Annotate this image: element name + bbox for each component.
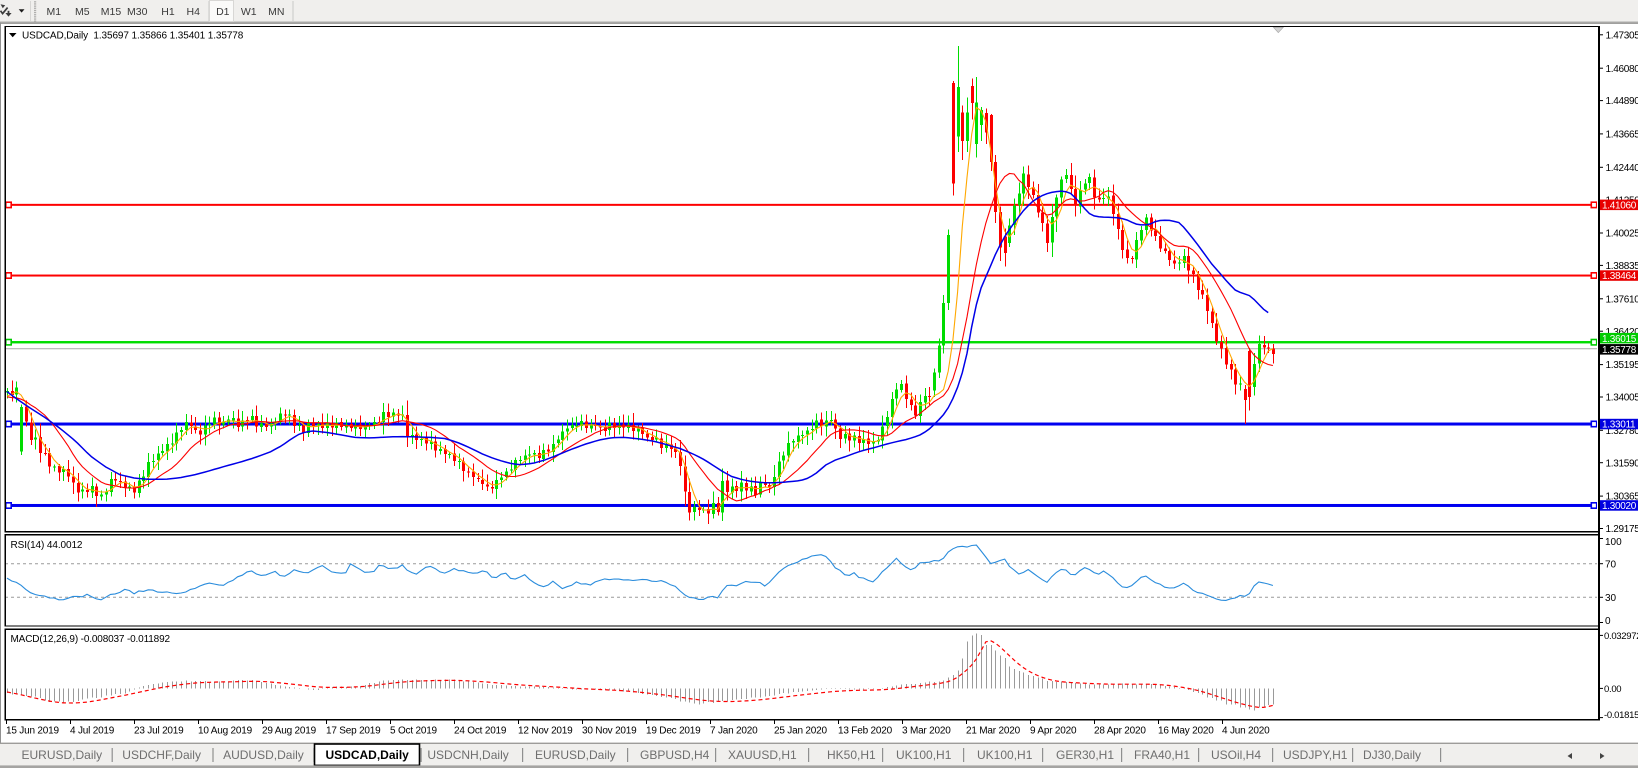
svg-text:M5: M5 xyxy=(75,6,90,18)
svg-text:1.46080: 1.46080 xyxy=(1606,64,1638,75)
svg-text:1.35195: 1.35195 xyxy=(1606,360,1638,371)
svg-text:30: 30 xyxy=(1605,593,1617,604)
svg-text:7 Jan 2020: 7 Jan 2020 xyxy=(710,725,758,736)
svg-text:1.47305: 1.47305 xyxy=(1606,30,1638,41)
svg-text:1.31590: 1.31590 xyxy=(1606,458,1638,469)
svg-text:1.43665: 1.43665 xyxy=(1606,130,1638,141)
svg-text:M30: M30 xyxy=(127,6,148,18)
svg-text:1.37610: 1.37610 xyxy=(1606,294,1638,305)
svg-text:4 Jun 2020: 4 Jun 2020 xyxy=(1222,725,1270,736)
svg-text:-0.01815: -0.01815 xyxy=(1604,710,1638,721)
svg-text:29 Aug 2019: 29 Aug 2019 xyxy=(262,725,317,736)
svg-text:25 Jan 2020: 25 Jan 2020 xyxy=(774,725,827,736)
svg-text:UK100,H1: UK100,H1 xyxy=(896,748,952,762)
svg-text:23 Jul 2019: 23 Jul 2019 xyxy=(134,725,184,736)
svg-text:D1: D1 xyxy=(216,6,230,18)
svg-text:GBPUSD,H4: GBPUSD,H4 xyxy=(640,748,710,762)
svg-text:DJ30,Daily: DJ30,Daily xyxy=(1363,748,1421,762)
svg-text:XAUUSD,H1: XAUUSD,H1 xyxy=(728,748,797,762)
svg-text:MN: MN xyxy=(268,6,284,18)
svg-text:1.38464: 1.38464 xyxy=(1602,271,1637,282)
svg-text:RSI(14) 44.0012: RSI(14) 44.0012 xyxy=(11,540,83,551)
svg-text:FRA40,H1: FRA40,H1 xyxy=(1134,748,1190,762)
svg-text:0: 0 xyxy=(1605,616,1611,627)
svg-text:1.40025: 1.40025 xyxy=(1606,229,1638,240)
svg-text:HK50,H1: HK50,H1 xyxy=(827,748,876,762)
svg-text:13 Feb 2020: 13 Feb 2020 xyxy=(838,725,893,736)
svg-text:GER30,H1: GER30,H1 xyxy=(1056,748,1114,762)
svg-text:UK100,H1: UK100,H1 xyxy=(977,748,1033,762)
svg-text:100: 100 xyxy=(1605,537,1622,548)
svg-text:MACD(12,26,9) -0.008037 -0.011: MACD(12,26,9) -0.008037 -0.011892 xyxy=(11,634,171,645)
svg-text:USOil,H4: USOil,H4 xyxy=(1211,748,1261,762)
svg-text:W1: W1 xyxy=(241,6,257,18)
svg-text:9 Apr 2020: 9 Apr 2020 xyxy=(1030,725,1077,736)
svg-text:17 Sep 2019: 17 Sep 2019 xyxy=(326,725,381,736)
svg-text:1.34005: 1.34005 xyxy=(1606,393,1638,404)
svg-text:H4: H4 xyxy=(187,6,201,18)
svg-text:USDCNH,Daily: USDCNH,Daily xyxy=(427,748,508,762)
svg-text:24 Oct 2019: 24 Oct 2019 xyxy=(454,725,507,736)
svg-text:10 Aug 2019: 10 Aug 2019 xyxy=(198,725,253,736)
svg-text:1.29175: 1.29175 xyxy=(1606,524,1638,535)
svg-text:1.41060: 1.41060 xyxy=(1602,201,1637,212)
svg-text:USDCHF,Daily: USDCHF,Daily xyxy=(122,748,201,762)
svg-text:15 Jun 2019: 15 Jun 2019 xyxy=(6,725,59,736)
svg-text:19 Dec 2019: 19 Dec 2019 xyxy=(646,725,701,736)
svg-text:1.30020: 1.30020 xyxy=(1602,501,1637,512)
svg-text:16 May 2020: 16 May 2020 xyxy=(1158,725,1214,736)
svg-text:70: 70 xyxy=(1605,559,1617,570)
svg-text:30 Nov 2019: 30 Nov 2019 xyxy=(582,725,637,736)
svg-text:EURUSD,Daily: EURUSD,Daily xyxy=(535,748,616,762)
svg-text:H1: H1 xyxy=(161,6,175,18)
svg-text:0.00: 0.00 xyxy=(1604,684,1621,695)
svg-text:1.36015: 1.36015 xyxy=(1602,334,1637,345)
svg-text:1.33011: 1.33011 xyxy=(1602,420,1636,431)
svg-text:USDJPY,H1: USDJPY,H1 xyxy=(1283,748,1348,762)
svg-text:0.032972: 0.032972 xyxy=(1604,631,1638,642)
svg-text:4 Jul 2019: 4 Jul 2019 xyxy=(70,725,115,736)
svg-text:1.42440: 1.42440 xyxy=(1606,163,1638,174)
svg-text:12 Nov 2019: 12 Nov 2019 xyxy=(518,725,573,736)
svg-text:5 Oct 2019: 5 Oct 2019 xyxy=(390,725,438,736)
svg-text:28 Apr 2020: 28 Apr 2020 xyxy=(1094,725,1146,736)
svg-text:1.44890: 1.44890 xyxy=(1606,96,1638,107)
svg-text:USDCAD,Daily 1.35697 1.35866: USDCAD,Daily 1.35697 1.35866 1.35401 1.3… xyxy=(22,30,244,41)
svg-text:21 Mar 2020: 21 Mar 2020 xyxy=(966,725,1021,736)
svg-text:USDCAD,Daily: USDCAD,Daily xyxy=(326,748,410,762)
svg-text:M1: M1 xyxy=(47,6,62,18)
svg-text:EURUSD,Daily: EURUSD,Daily xyxy=(22,748,103,762)
svg-text:1.35778: 1.35778 xyxy=(1602,345,1637,356)
svg-text:3 Mar 2020: 3 Mar 2020 xyxy=(902,725,951,736)
svg-text:AUDUSD,Daily: AUDUSD,Daily xyxy=(223,748,304,762)
svg-text:M15: M15 xyxy=(101,6,122,18)
